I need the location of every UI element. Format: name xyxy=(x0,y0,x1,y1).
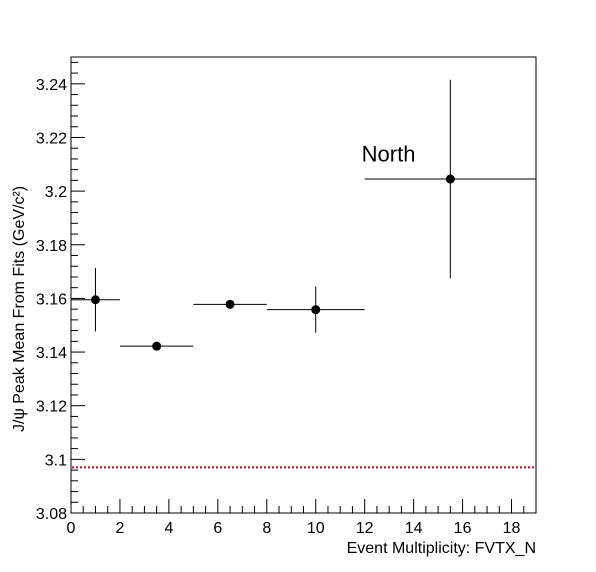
y-axis-tick-labels: 3.08 3.1 3.12 3.14 3.16 3.18 3.2 3.22 3.24 xyxy=(36,77,67,523)
y-tick-label: 3.14 xyxy=(36,345,67,362)
data-point xyxy=(267,287,365,333)
x-tick-label: 12 xyxy=(356,520,374,537)
x-tick-label: 6 xyxy=(213,520,222,537)
x-tick-label: 10 xyxy=(307,520,325,537)
x-tick-label: 18 xyxy=(503,520,521,537)
point-marker xyxy=(91,295,100,304)
x-axis-title: Event Multiplicity: FVTX_N xyxy=(347,540,536,557)
north-annotation: North xyxy=(362,142,416,167)
y-tick-label: 3.18 xyxy=(36,238,67,255)
x-axis-ticks xyxy=(71,499,536,513)
y-tick-label: 3.08 xyxy=(36,506,67,523)
data-point xyxy=(71,268,120,331)
data-points xyxy=(71,80,536,351)
x-tick-label: 16 xyxy=(454,520,472,537)
y-tick-label: 3.24 xyxy=(36,77,67,94)
y-axis-ticks xyxy=(71,62,85,513)
x-tick-label: 8 xyxy=(262,520,271,537)
data-point xyxy=(193,300,266,309)
x-tick-label: 4 xyxy=(164,520,173,537)
x-tick-label: 0 xyxy=(67,520,76,537)
y-tick-label: 3.12 xyxy=(36,399,67,416)
plot-frame xyxy=(71,57,536,513)
x-tick-label: 14 xyxy=(405,520,423,537)
point-marker xyxy=(152,342,161,351)
y-tick-label: 3.1 xyxy=(45,452,67,469)
y-tick-label: 3.16 xyxy=(36,291,67,308)
point-marker xyxy=(446,175,455,184)
x-tick-label: 2 xyxy=(115,520,124,537)
point-marker xyxy=(226,300,235,309)
data-point xyxy=(120,342,193,351)
y-tick-label: 3.2 xyxy=(45,184,67,201)
data-point xyxy=(365,80,536,278)
point-marker xyxy=(311,305,320,314)
x-axis-tick-labels: 0 2 4 6 8 10 12 14 16 18 xyxy=(67,520,521,537)
y-tick-label: 3.22 xyxy=(36,130,67,147)
y-axis-title: J/ψ Peak Mean From Fits (GeV/c²) xyxy=(11,186,28,432)
